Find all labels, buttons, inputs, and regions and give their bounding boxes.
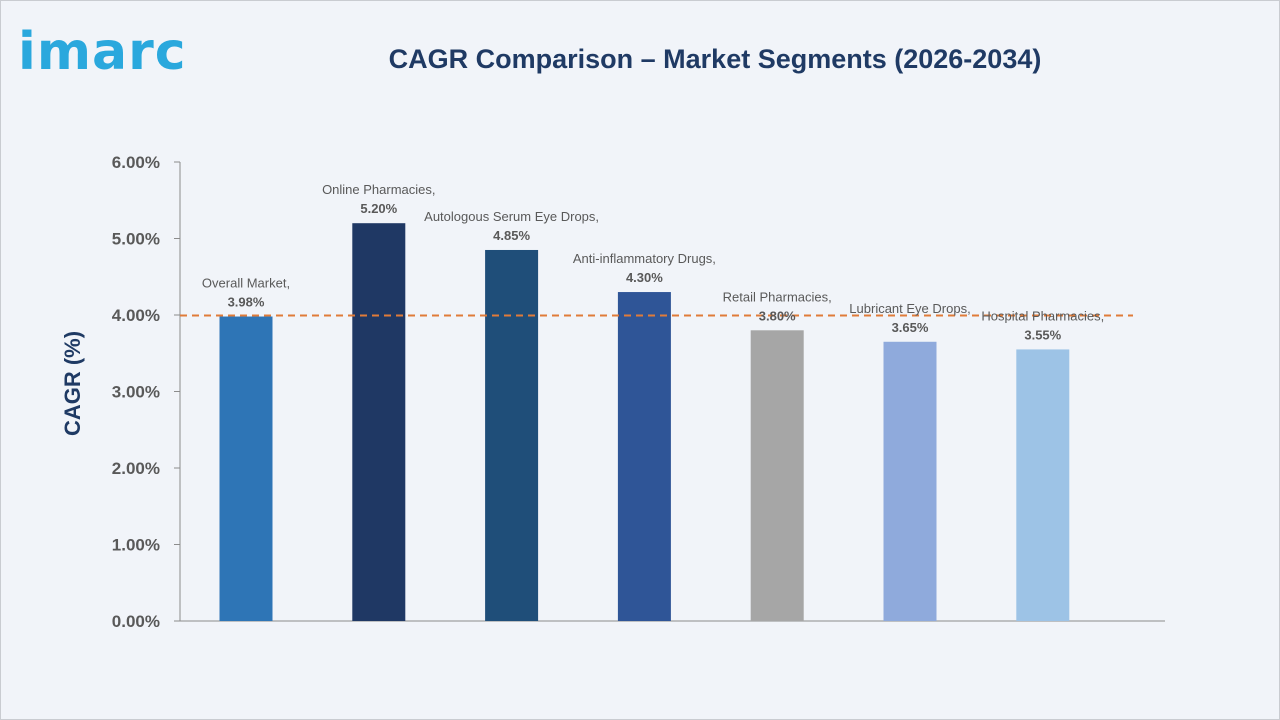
bar (750, 330, 804, 621)
data-label-value: 3.98% (228, 295, 265, 310)
data-label-value: 3.80% (759, 308, 796, 323)
data-label-category: Hospital Pharmacies, (981, 308, 1104, 323)
data-label-value: 5.20% (360, 201, 397, 216)
data-label-value: 3.55% (1024, 327, 1061, 342)
data-label-category: Autologous Serum Eye Drops, (424, 209, 599, 224)
data-label-category: Lubricant Eye Drops, (849, 301, 970, 316)
data-label-category: Overall Market, (202, 276, 290, 291)
bar (1016, 349, 1070, 621)
data-label-category: Retail Pharmacies, (723, 289, 832, 304)
imarc-logo: imarc (18, 22, 187, 82)
y-tick-label: 0.00% (112, 612, 160, 631)
bar (485, 249, 539, 621)
bar (617, 292, 671, 621)
bar (352, 223, 406, 621)
y-tick-label: 3.00% (112, 383, 160, 402)
y-tick-label: 2.00% (112, 459, 160, 478)
data-label-value: 4.85% (493, 228, 530, 243)
data-label-value: 3.65% (892, 320, 929, 335)
data-label-category: Anti-inflammatory Drugs, (573, 251, 716, 266)
y-tick-label: 6.00% (112, 153, 160, 172)
chart-title: CAGR Comparison – Market Segments (2026-… (388, 44, 1042, 74)
data-label-category: Online Pharmacies, (322, 182, 435, 197)
y-tick-label: 1.00% (112, 536, 160, 555)
bar (219, 316, 273, 621)
y-tick-label: 5.00% (112, 230, 160, 249)
y-axis-label: CAGR (%) (60, 331, 85, 436)
y-tick-label: 4.00% (112, 306, 160, 325)
data-label-value: 4.30% (626, 270, 663, 285)
bar (883, 341, 937, 621)
